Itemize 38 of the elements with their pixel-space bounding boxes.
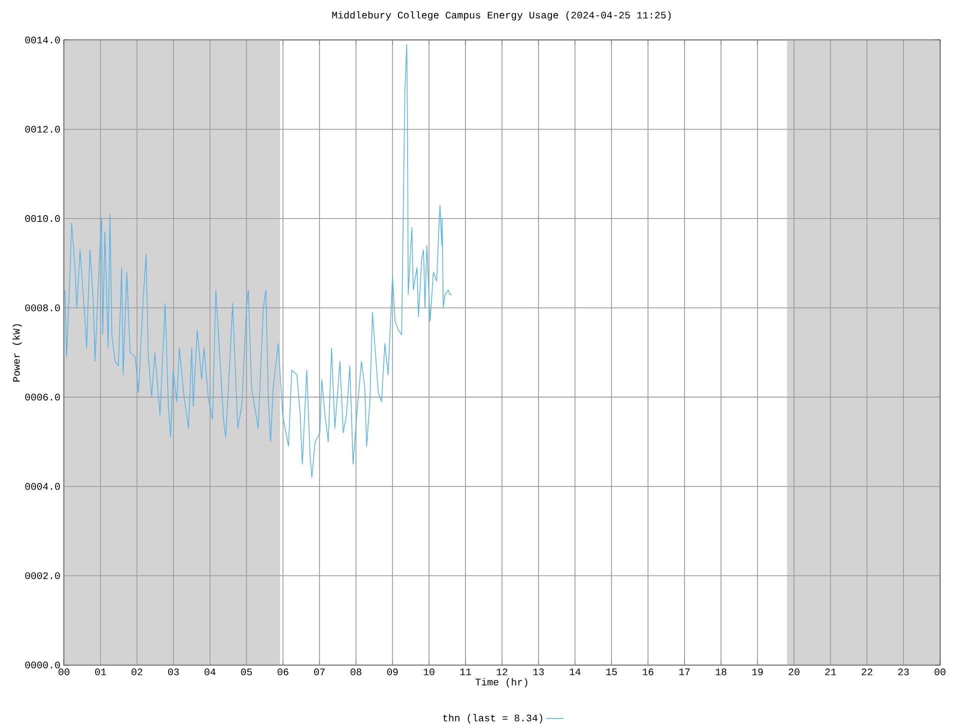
x-tick-label: 03 xyxy=(168,668,179,676)
x-tick-label: 20 xyxy=(788,668,800,676)
y-tick-label: 0010.0 xyxy=(25,215,60,222)
x-tick-label: 09 xyxy=(387,668,398,676)
x-tick-label: 06 xyxy=(278,668,288,676)
x-tick-label: 18 xyxy=(716,668,726,676)
x-tick-label: 21 xyxy=(825,668,836,676)
x-tick-label: 17 xyxy=(679,668,690,676)
x-axis-title: Time (hr) xyxy=(475,678,528,688)
y-tick-label: 0008.0 xyxy=(25,304,60,312)
chart-title: Middlebury College Campus Energy Usage (2024-04-25 11:25) xyxy=(332,11,671,21)
y-tick-label: 0000.0 xyxy=(25,662,60,668)
x-tick-label: 22 xyxy=(862,668,872,676)
x-tick-label: 05 xyxy=(241,668,252,676)
x-tick-label: 00 xyxy=(58,668,70,676)
x-tick-label: 13 xyxy=(533,668,544,676)
x-tick-label: 00 xyxy=(934,668,946,676)
x-tick-label: 04 xyxy=(204,668,216,676)
y-tick-label: 0012.0 xyxy=(25,126,60,133)
x-tick-label: 07 xyxy=(314,668,325,676)
y-tick-label: 0006.0 xyxy=(25,394,60,401)
x-tick-label: 23 xyxy=(898,668,909,676)
x-tick-label: 12 xyxy=(496,668,508,676)
x-tick-label: 15 xyxy=(606,668,617,676)
x-tick-label: 14 xyxy=(570,668,580,676)
x-tick-label: 02 xyxy=(132,668,142,676)
x-tick-label: 16 xyxy=(642,668,654,676)
x-tick-label: 19 xyxy=(752,668,763,676)
x-tick-label: 11 xyxy=(460,668,472,676)
line-series xyxy=(64,44,452,478)
legend-label: thn (last = 8.34) xyxy=(443,714,542,724)
y-tick-label: 0014.0 xyxy=(25,36,60,44)
y-tick-label: 0002.0 xyxy=(25,572,60,580)
y-tick-label: 0004.0 xyxy=(25,483,60,490)
x-tick-label: 01 xyxy=(95,668,106,676)
x-tick-label: 10 xyxy=(424,668,434,676)
y-axis-title: Power (kW) xyxy=(12,324,22,382)
x-tick-label: 08 xyxy=(350,668,362,676)
